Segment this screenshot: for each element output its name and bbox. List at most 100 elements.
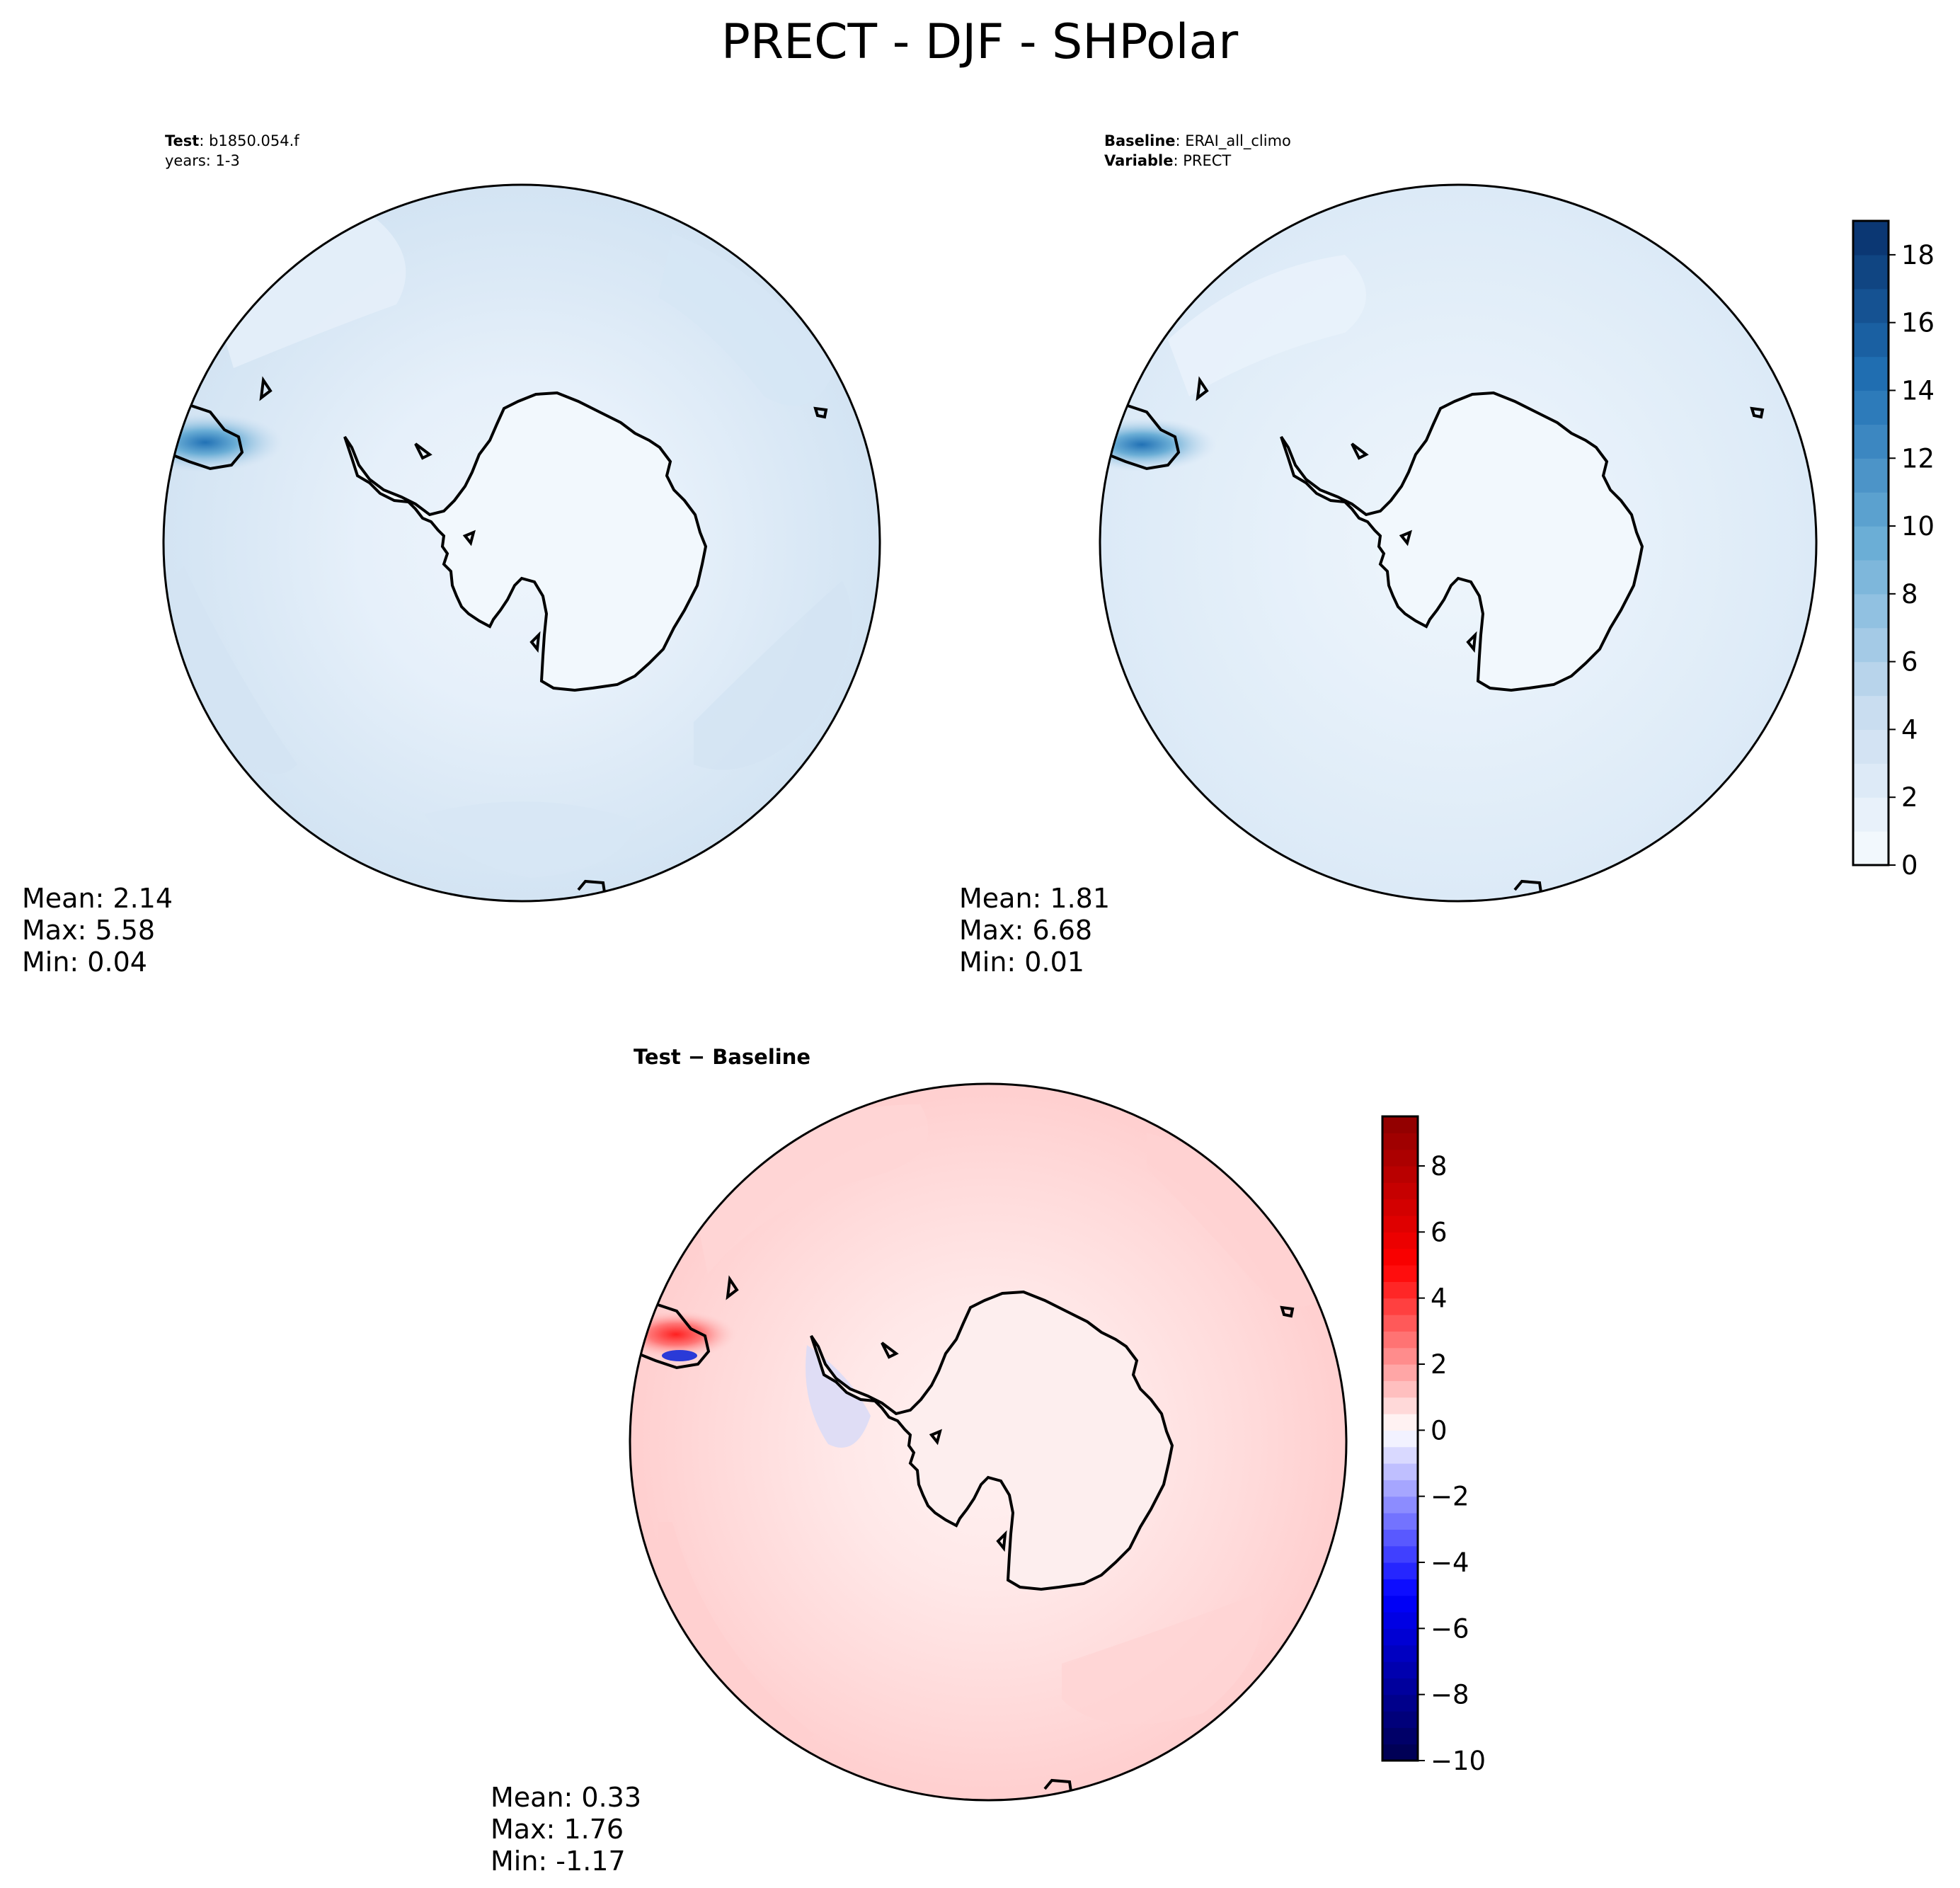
panel-baseline-label-value2: : PRECT: [1173, 152, 1231, 169]
cbar2-level-15: [1382, 1496, 1418, 1514]
panel-diff: Test − Baseline Mean: 0.33 Max: 1.76 M: [491, 1045, 1348, 1877]
colorbar-blues: 0 2 4 6 8 10 12 14 16 18: [1852, 219, 1935, 881]
panel-diff-stat-max: Max: 1.76: [491, 1814, 624, 1845]
panel-baseline-stat-max: Max: 6.68: [959, 915, 1092, 946]
cbar1-border: [1852, 219, 1890, 866]
cbar1-level-7: [1853, 593, 1889, 629]
cbar1-level-15: [1853, 322, 1889, 357]
cbar1-level-1: [1853, 797, 1889, 832]
cbar2-tick-label-4: −2: [1431, 1482, 1469, 1512]
cbar2-level-12: [1382, 1545, 1418, 1563]
cbar1-level-3: [1853, 729, 1889, 764]
cbar2-tick-label-5: 0: [1431, 1415, 1448, 1446]
panel-baseline-label-line1: Baseline: ERAI_all_climo: [1104, 132, 1291, 150]
cbar1-level-18: [1853, 221, 1889, 256]
cbar1-level-8: [1853, 559, 1889, 595]
panel-baseline-label-line2: Variable: PRECT: [1104, 152, 1231, 169]
panel-test-label-key: Test: [165, 132, 199, 149]
cbar2-level-29: [1382, 1265, 1418, 1282]
cbar1-tick-label-6: 12: [1901, 443, 1935, 474]
cbar2-tick-label-1: −8: [1431, 1680, 1469, 1710]
panel-test-label-line1: Test: b1850.054.f: [165, 132, 299, 149]
panel-test-stat-min: Min: 0.04: [22, 946, 147, 978]
cbar2-tick-label-0: −10: [1431, 1746, 1486, 1776]
cbar2-level-16: [1382, 1480, 1418, 1497]
cbar1-level-9: [1853, 526, 1889, 561]
cbar1-level-4: [1853, 695, 1889, 731]
cbar2-level-31: [1382, 1232, 1418, 1249]
panel-test-border: [162, 183, 881, 903]
cbar2-level-27: [1382, 1298, 1418, 1315]
cbar2-level-25: [1382, 1331, 1418, 1349]
cbar1-level-14: [1853, 356, 1889, 391]
panel-baseline-map: [1100, 185, 1816, 901]
cbar2-level-32: [1382, 1215, 1418, 1232]
cbar1-level-13: [1853, 390, 1889, 425]
cbar2-level-30: [1382, 1248, 1418, 1266]
panel-diff-map: [630, 1084, 1346, 1800]
cbar2-level-1: [1382, 1727, 1418, 1745]
figure-title: PRECT - DJF - SHPolar: [721, 14, 1238, 70]
panel-diff-stat-mean: Mean: 0.33: [491, 1782, 641, 1813]
cbar2-level-37: [1382, 1133, 1418, 1150]
cbar2-level-7: [1382, 1628, 1418, 1646]
cbar2-level-13: [1382, 1529, 1418, 1547]
panel-baseline-label-key2: Variable: [1104, 152, 1173, 169]
cbar2-level-8: [1382, 1612, 1418, 1629]
cbar1-level-10: [1853, 492, 1889, 527]
cbar2-level-20: [1382, 1414, 1418, 1431]
cbar1-tick-label-0: 0: [1901, 850, 1918, 881]
cbar1-tick-label-4: 8: [1901, 579, 1918, 610]
cbar1-tick-label-3: 6: [1901, 647, 1918, 677]
cbar2-tick-label-2: −6: [1431, 1613, 1469, 1644]
cbar1-level-17: [1853, 254, 1889, 290]
cbar2-level-10: [1382, 1579, 1418, 1596]
panel-test-map: [164, 185, 880, 901]
cbar1-tick-label-2: 4: [1901, 714, 1918, 745]
cbar2-tick-label-6: 2: [1431, 1349, 1448, 1380]
cbar2-level-21: [1382, 1397, 1418, 1414]
cbar2-level-35: [1382, 1166, 1418, 1183]
cbar1-tick-label-9: 18: [1901, 240, 1935, 270]
cbar2-level-24: [1382, 1347, 1418, 1365]
panel-baseline-label-value1: : ERAI_all_climo: [1176, 132, 1291, 150]
cbar2-level-9: [1382, 1595, 1418, 1613]
panel-test-label-value: : b1850.054.f: [199, 132, 299, 149]
panel-baseline-stat-min: Min: 0.01: [959, 946, 1084, 978]
cbar2-level-18: [1382, 1446, 1418, 1464]
panel-baseline-stat-mean: Mean: 1.81: [959, 883, 1110, 914]
cbar2-level-38: [1382, 1116, 1418, 1133]
cbar2-level-11: [1382, 1562, 1418, 1579]
cbar2-level-23: [1382, 1364, 1418, 1381]
cbar1-level-5: [1853, 661, 1889, 697]
cbar2-level-0: [1382, 1744, 1418, 1761]
panel-diff-stat-min: Min: -1.17: [491, 1846, 626, 1877]
cbar2-level-14: [1382, 1513, 1418, 1530]
panel-test-stat-max: Max: 5.58: [22, 915, 155, 946]
cbar1-level-12: [1853, 424, 1889, 459]
cbar2-border: [1381, 1115, 1419, 1762]
panel-test: Test: b1850.054.f years: 1-3 Mea: [22, 132, 881, 978]
cbar2-level-26: [1382, 1315, 1418, 1332]
cbar2-level-5: [1382, 1661, 1418, 1678]
cbar1-level-6: [1853, 627, 1889, 663]
cbar1-level-2: [1853, 763, 1889, 798]
panel-diff-label: Test − Baseline: [634, 1045, 810, 1069]
panel-baseline-label-key1: Baseline: [1104, 132, 1176, 149]
cbar1-level-0: [1853, 831, 1889, 866]
cbar1-tick-label-1: 2: [1901, 782, 1918, 813]
cbar2-tick-label-3: −4: [1431, 1547, 1469, 1578]
panel-test-label-line2: years: 1-3: [165, 152, 240, 169]
cbar1-tick-label-8: 16: [1901, 308, 1935, 338]
panel-baseline-border: [1099, 183, 1818, 903]
cbar2-level-33: [1382, 1198, 1418, 1216]
cbar2-level-17: [1382, 1463, 1418, 1480]
cbar1-tick-label-5: 10: [1901, 511, 1935, 542]
cbar2-tick-label-9: 8: [1431, 1151, 1448, 1182]
cbar2-level-34: [1382, 1182, 1418, 1200]
cbar2-level-36: [1382, 1149, 1418, 1167]
cbar2-level-2: [1382, 1711, 1418, 1728]
panel-test-stat-mean: Mean: 2.14: [22, 883, 173, 914]
panel-baseline: Baseline: ERAI_all_climo Variable: PRECT…: [959, 132, 1818, 978]
